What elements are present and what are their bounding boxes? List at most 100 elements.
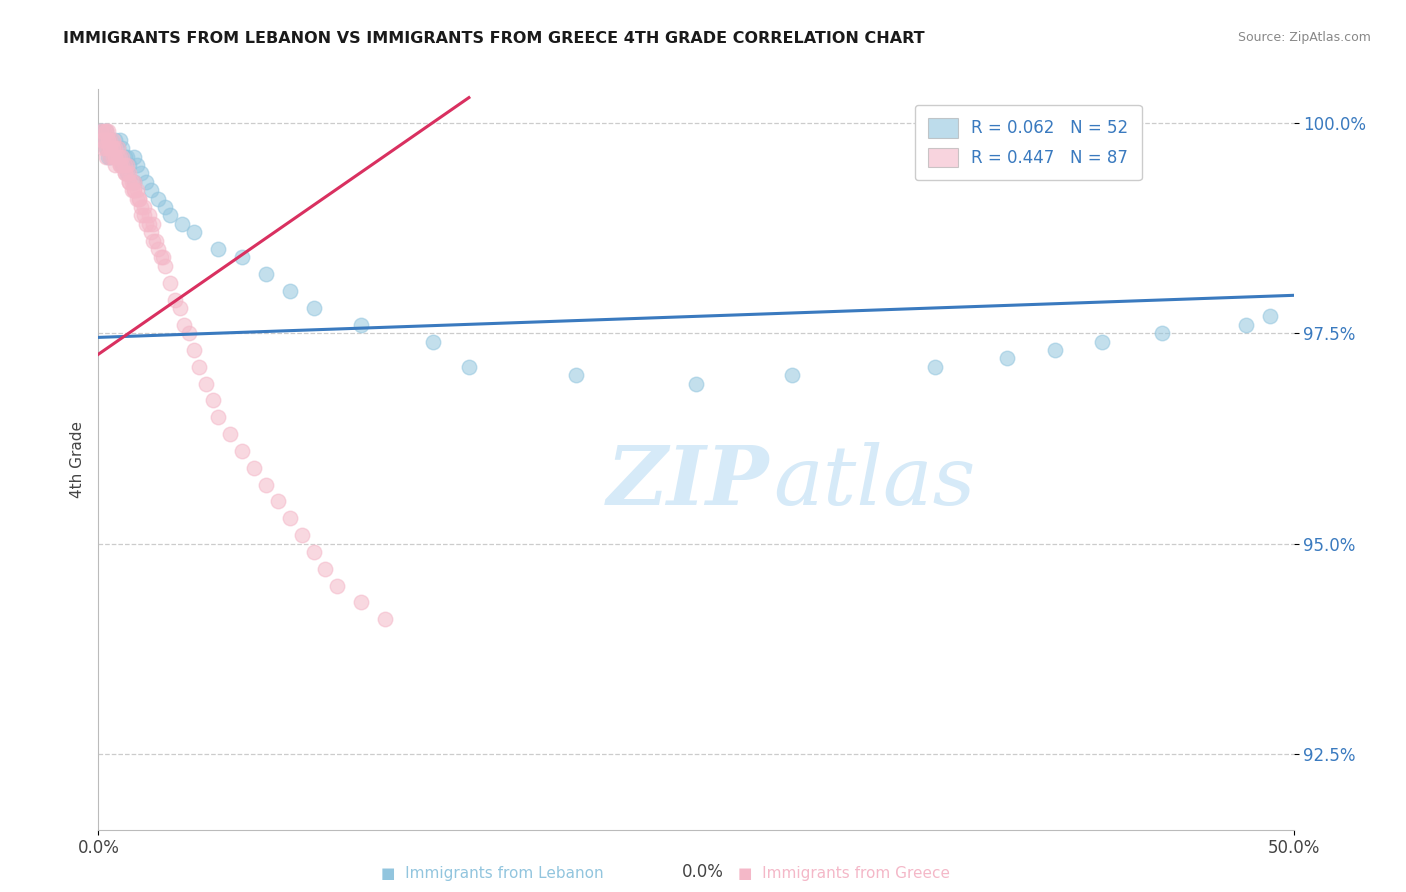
Point (159, 208, 181, 222)
Point (101, 141, 124, 155)
Point (90, 124, 112, 138)
Point (97, 133, 120, 147)
Point (169, 301, 191, 315)
Point (97, 124, 120, 138)
Point (131, 166, 153, 180)
Point (97, 133, 120, 147)
Point (302, 301, 325, 315)
Point (135, 175, 157, 189)
Text: ZIP: ZIP (606, 442, 769, 522)
Point (101, 141, 124, 155)
Point (94, 124, 117, 138)
Point (114, 149, 136, 163)
Point (101, 141, 124, 155)
Point (138, 217, 160, 231)
Point (107, 149, 129, 163)
Point (350, 595, 373, 609)
Point (183, 343, 205, 357)
Point (254, 268, 277, 282)
Point (231, 444, 253, 458)
Point (231, 251, 253, 265)
Point (108, 158, 131, 172)
Point (780, 368, 803, 383)
Point (155, 259, 177, 273)
Point (995, 351, 1018, 366)
Point (254, 477, 277, 491)
Point (142, 234, 165, 248)
Point (124, 149, 146, 163)
Point (94, 124, 117, 138)
Point (121, 175, 143, 189)
Point (1152, 326, 1174, 341)
Point (565, 368, 588, 383)
Point (98, 149, 122, 163)
Point (115, 149, 138, 163)
Point (128, 192, 150, 206)
Point (132, 200, 155, 214)
Point (1091, 334, 1114, 349)
Point (1043, 343, 1066, 357)
Point (90, 133, 112, 147)
Point (115, 166, 138, 180)
Point (124, 183, 146, 197)
Point (148, 192, 170, 206)
Point (101, 149, 124, 163)
Y-axis label: 4th Grade: 4th Grade (69, 421, 84, 498)
Point (924, 359, 946, 374)
Point (1258, 310, 1281, 324)
Point (108, 133, 131, 147)
Point (121, 183, 143, 197)
Text: IMMIGRANTS FROM LEBANON VS IMMIGRANTS FROM GREECE 4TH GRADE CORRELATION CHART: IMMIGRANTS FROM LEBANON VS IMMIGRANTS FR… (63, 31, 925, 46)
Point (138, 208, 160, 222)
Text: 0.0%: 0.0% (682, 863, 724, 881)
Point (107, 149, 129, 163)
Point (125, 192, 148, 206)
Point (187, 359, 209, 374)
Point (111, 141, 134, 155)
Point (124, 183, 146, 197)
Point (183, 225, 205, 239)
Point (98, 133, 122, 147)
Point (107, 141, 129, 155)
Point (97, 133, 120, 147)
Point (104, 141, 127, 155)
Point (207, 242, 229, 256)
Point (104, 149, 127, 163)
Point (148, 242, 170, 256)
Point (108, 158, 131, 172)
Point (315, 562, 337, 576)
Point (125, 158, 148, 172)
Point (125, 183, 148, 197)
Point (94, 133, 117, 147)
Point (172, 217, 194, 231)
Point (202, 393, 225, 408)
Point (114, 158, 136, 172)
Point (114, 166, 136, 180)
Point (685, 376, 707, 391)
Point (278, 284, 301, 298)
Point (422, 334, 444, 349)
Point (98, 133, 122, 147)
Point (163, 293, 186, 307)
Point (111, 149, 134, 163)
Point (131, 200, 153, 214)
Point (115, 166, 138, 180)
Point (104, 149, 127, 163)
Point (124, 175, 146, 189)
Text: ■  Immigrants from Greece: ■ Immigrants from Greece (738, 866, 949, 881)
Point (94, 141, 117, 155)
Point (91, 133, 114, 147)
Point (132, 208, 155, 222)
Point (94, 141, 117, 155)
Point (135, 217, 157, 231)
Point (94, 124, 117, 138)
Point (243, 460, 266, 475)
Point (458, 359, 481, 374)
Point (98, 141, 122, 155)
Point (114, 166, 136, 180)
Point (173, 318, 195, 332)
Point (149, 251, 172, 265)
Point (118, 175, 141, 189)
Point (207, 410, 229, 425)
Point (108, 149, 131, 163)
